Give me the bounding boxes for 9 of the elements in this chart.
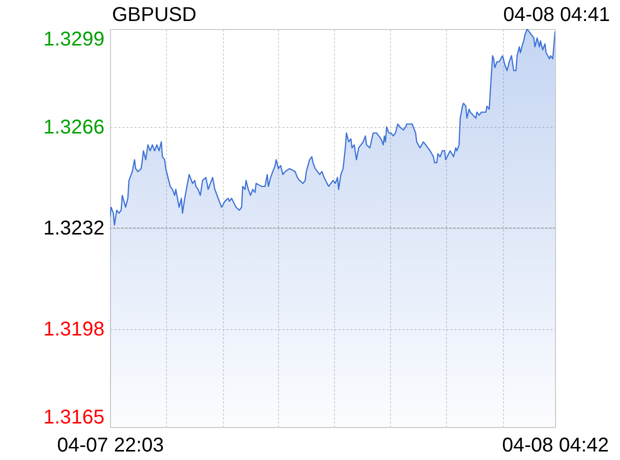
x-tick-label: 04-08 04:42 (502, 434, 609, 456)
y-tick-label: 1.3266 (43, 116, 104, 139)
y-tick-label: 1.3165 (43, 406, 104, 428)
y-tick-label: 1.3198 (43, 318, 104, 340)
y-tick-label: 1.3299 (43, 28, 104, 50)
x-tick-label: 04-07 22:03 (57, 434, 164, 456)
y-tick-label: 1.3232 (43, 218, 104, 240)
chart-subtitle: 04-08 04:41 (503, 4, 610, 26)
chart-title: GBPUSD (112, 4, 196, 26)
